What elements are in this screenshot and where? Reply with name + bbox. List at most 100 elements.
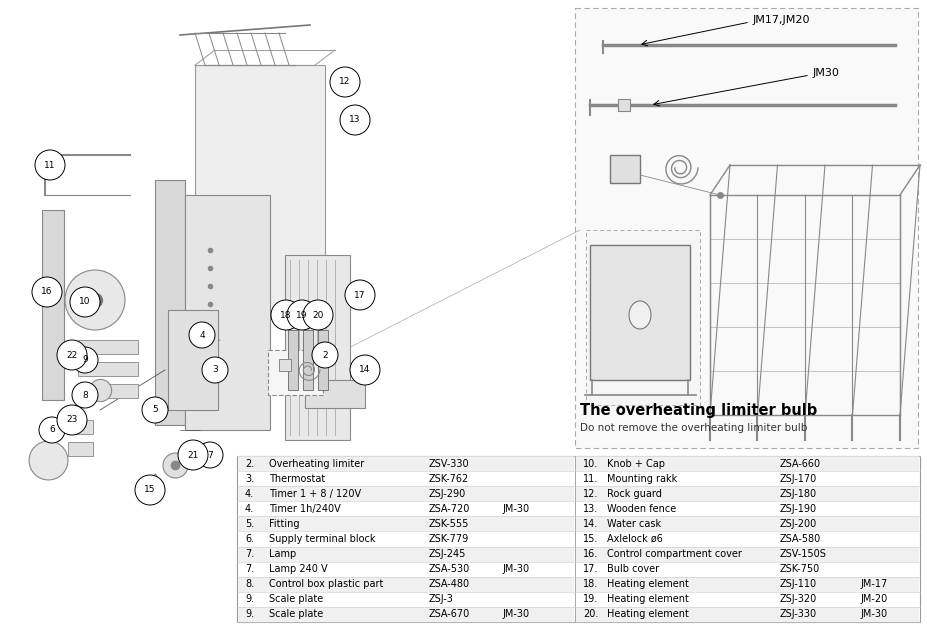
Text: ZSJ-200: ZSJ-200 — [780, 519, 818, 529]
Text: Wooden fence: Wooden fence — [607, 504, 677, 514]
Text: Overheating limiter: Overheating limiter — [269, 458, 364, 468]
Text: Thermostat: Thermostat — [269, 473, 325, 483]
FancyBboxPatch shape — [155, 180, 185, 425]
Bar — [238, 607, 574, 622]
Text: ZSK-750: ZSK-750 — [780, 564, 820, 574]
Text: 8: 8 — [83, 391, 88, 399]
Text: ZSJ-290: ZSJ-290 — [429, 488, 466, 498]
Text: 16: 16 — [41, 288, 53, 297]
Text: Heating element: Heating element — [607, 594, 689, 604]
Bar — [237, 456, 920, 622]
Circle shape — [178, 440, 208, 470]
Text: JM17,JM20: JM17,JM20 — [753, 15, 810, 25]
Text: JM-20: JM-20 — [860, 594, 887, 604]
Bar — [576, 547, 919, 562]
Text: ZSV-330: ZSV-330 — [429, 458, 470, 468]
Bar — [238, 486, 574, 501]
Circle shape — [350, 355, 380, 385]
Text: Control box plastic part: Control box plastic part — [269, 579, 384, 589]
FancyBboxPatch shape — [610, 155, 640, 183]
Text: 4: 4 — [199, 330, 205, 339]
Text: ZSA-720: ZSA-720 — [429, 504, 470, 514]
Text: 9.: 9. — [245, 609, 254, 619]
Circle shape — [142, 397, 168, 423]
FancyBboxPatch shape — [590, 245, 690, 380]
Text: Timer 1 + 8 / 120V: Timer 1 + 8 / 120V — [269, 488, 362, 498]
Text: 4.: 4. — [245, 504, 254, 514]
Bar — [576, 577, 919, 592]
Text: JM-30: JM-30 — [502, 609, 529, 619]
Text: Heating element: Heating element — [607, 609, 689, 619]
Text: Timer 1h/240V: Timer 1h/240V — [269, 504, 341, 514]
Circle shape — [271, 300, 301, 330]
FancyBboxPatch shape — [78, 384, 138, 398]
Text: ZSJ-320: ZSJ-320 — [780, 594, 818, 604]
Text: ZSJ-110: ZSJ-110 — [780, 579, 817, 589]
Text: 17: 17 — [354, 290, 366, 300]
Text: 20.: 20. — [583, 609, 598, 619]
Circle shape — [312, 342, 338, 368]
Text: Bulb cover: Bulb cover — [607, 564, 659, 574]
Text: 18: 18 — [280, 310, 292, 320]
Text: 18.: 18. — [583, 579, 598, 589]
Text: 14: 14 — [360, 366, 371, 374]
Text: ZSJ-3: ZSJ-3 — [429, 594, 454, 604]
Circle shape — [330, 67, 360, 97]
Text: 2: 2 — [323, 350, 328, 359]
Text: 19: 19 — [297, 310, 308, 320]
Text: 11.: 11. — [583, 473, 598, 483]
Ellipse shape — [629, 301, 651, 329]
Circle shape — [72, 382, 98, 408]
Bar — [618, 99, 630, 111]
Text: ZSA-530: ZSA-530 — [429, 564, 470, 574]
Text: ZSJ-330: ZSJ-330 — [780, 609, 817, 619]
Text: Water cask: Water cask — [607, 519, 661, 529]
Text: 11: 11 — [44, 161, 56, 169]
Text: ZSK-779: ZSK-779 — [429, 534, 469, 544]
Text: ZSJ-245: ZSJ-245 — [429, 549, 466, 559]
Text: JM-17: JM-17 — [860, 579, 887, 589]
Text: The overheating limiter bulb: The overheating limiter bulb — [580, 403, 818, 418]
Text: Mounting rakk: Mounting rakk — [607, 473, 678, 483]
Text: ZSK-762: ZSK-762 — [429, 473, 469, 483]
FancyBboxPatch shape — [195, 65, 325, 315]
Text: ZSA-660: ZSA-660 — [780, 458, 821, 468]
Text: 2.: 2. — [245, 458, 254, 468]
Bar — [576, 517, 919, 532]
Text: ZSA-670: ZSA-670 — [429, 609, 470, 619]
Text: 22: 22 — [67, 350, 78, 359]
Text: Scale plate: Scale plate — [269, 609, 324, 619]
Text: 6.: 6. — [245, 534, 254, 544]
Bar — [238, 517, 574, 532]
Text: 9: 9 — [83, 356, 88, 364]
FancyBboxPatch shape — [303, 330, 313, 390]
FancyBboxPatch shape — [318, 330, 328, 390]
Bar — [238, 577, 574, 592]
Text: 15.: 15. — [583, 534, 598, 544]
FancyBboxPatch shape — [78, 362, 138, 376]
Text: ZSK-555: ZSK-555 — [429, 519, 469, 529]
Circle shape — [57, 405, 87, 435]
Text: Fitting: Fitting — [269, 519, 299, 529]
Text: 20: 20 — [312, 310, 324, 320]
Bar — [576, 456, 919, 471]
Text: ZSJ-170: ZSJ-170 — [780, 473, 818, 483]
Text: Supply terminal block: Supply terminal block — [269, 534, 375, 544]
FancyBboxPatch shape — [168, 310, 218, 410]
Text: 6: 6 — [49, 426, 55, 435]
Text: 19.: 19. — [583, 594, 598, 604]
Text: Knob + Cap: Knob + Cap — [607, 458, 665, 468]
Text: Lamp 240 V: Lamp 240 V — [269, 564, 327, 574]
Text: 4.: 4. — [245, 488, 254, 498]
Text: Scale plate: Scale plate — [269, 594, 324, 604]
Text: 10.: 10. — [583, 458, 598, 468]
FancyBboxPatch shape — [586, 230, 700, 405]
Text: 16.: 16. — [583, 549, 598, 559]
Text: ZSJ-180: ZSJ-180 — [780, 488, 817, 498]
Text: 13: 13 — [349, 115, 361, 125]
FancyBboxPatch shape — [288, 330, 298, 390]
FancyBboxPatch shape — [268, 350, 323, 395]
Bar — [238, 547, 574, 562]
Text: 3.: 3. — [245, 473, 254, 483]
Text: ZSJ-190: ZSJ-190 — [780, 504, 817, 514]
